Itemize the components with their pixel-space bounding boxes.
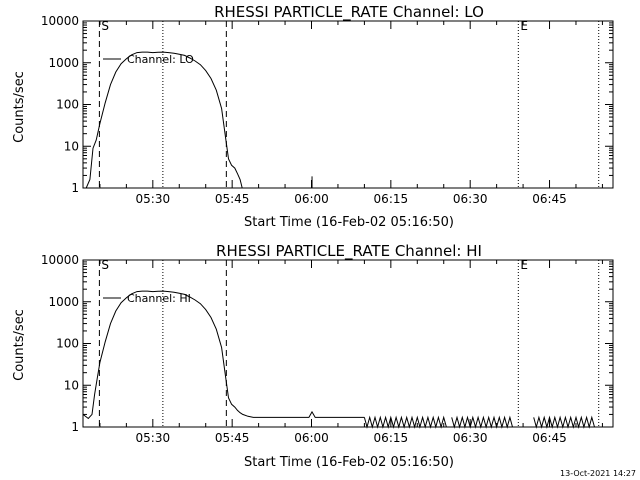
marker-label: E [520,19,528,33]
footer-timestamp: 13-Oct-2021 14:27 [560,469,636,478]
legend-label-lo: Channel: LO [127,53,194,66]
x-tick-label: 06:15 [374,431,409,445]
y-tick-label: 100 [56,337,79,351]
chart-title-lo: RHESSI PARTICLE_RATE Channel: LO [214,3,484,22]
y-tick-label: 1 [71,181,79,195]
y-tick-label: 10000 [41,253,79,267]
marker-label: S [101,258,109,272]
x-tick-label: 06:45 [532,192,567,206]
y-tick-label: 1 [71,420,79,434]
y-tick-label: 1000 [48,295,79,309]
y-tick-label: 10 [64,139,79,153]
x-tick-label: 05:45 [215,431,250,445]
series-oscillation [363,415,447,429]
panel-hi: RHESSI PARTICLE_RATE Channel: HI Start T… [12,242,614,470]
x-tick-label: 06:00 [294,431,329,445]
series-oscillation [533,415,595,429]
y-tick-label: 10000 [41,14,79,28]
series-line [82,290,365,420]
marker-label: E [520,258,528,272]
panel-lo: RHESSI PARTICLE_RATE Channel: LO Start T… [12,3,614,230]
x-tick-label: 06:45 [532,431,567,445]
chart-title-hi: RHESSI PARTICLE_RATE Channel: HI [216,242,482,261]
x-tick-label: 06:00 [294,192,329,206]
x-axis-label-lo: Start Time (16-Feb-02 05:16:50) [244,215,454,230]
x-tick-label: 06:30 [453,192,488,206]
marker-label: S [101,19,109,33]
y-tick-label: 100 [56,98,79,112]
y-axis-label-hi: Counts/sec [12,309,27,381]
x-tick-label: 05:45 [215,192,250,206]
y-tick-label: 10 [64,378,79,392]
x-tick-label: 06:15 [374,192,409,206]
x-tick-label: 05:30 [136,192,171,206]
series-line [85,51,243,189]
x-axis-label-hi: Start Time (16-Feb-02 05:16:50) [244,455,454,470]
y-tick-label: 1000 [48,56,79,70]
series-oscillation [451,415,513,429]
x-tick-label: 06:30 [453,431,488,445]
legend-label-hi: Channel: HI [127,292,191,305]
y-axis-label-lo: Counts/sec [12,71,27,143]
x-tick-label: 05:30 [136,431,171,445]
